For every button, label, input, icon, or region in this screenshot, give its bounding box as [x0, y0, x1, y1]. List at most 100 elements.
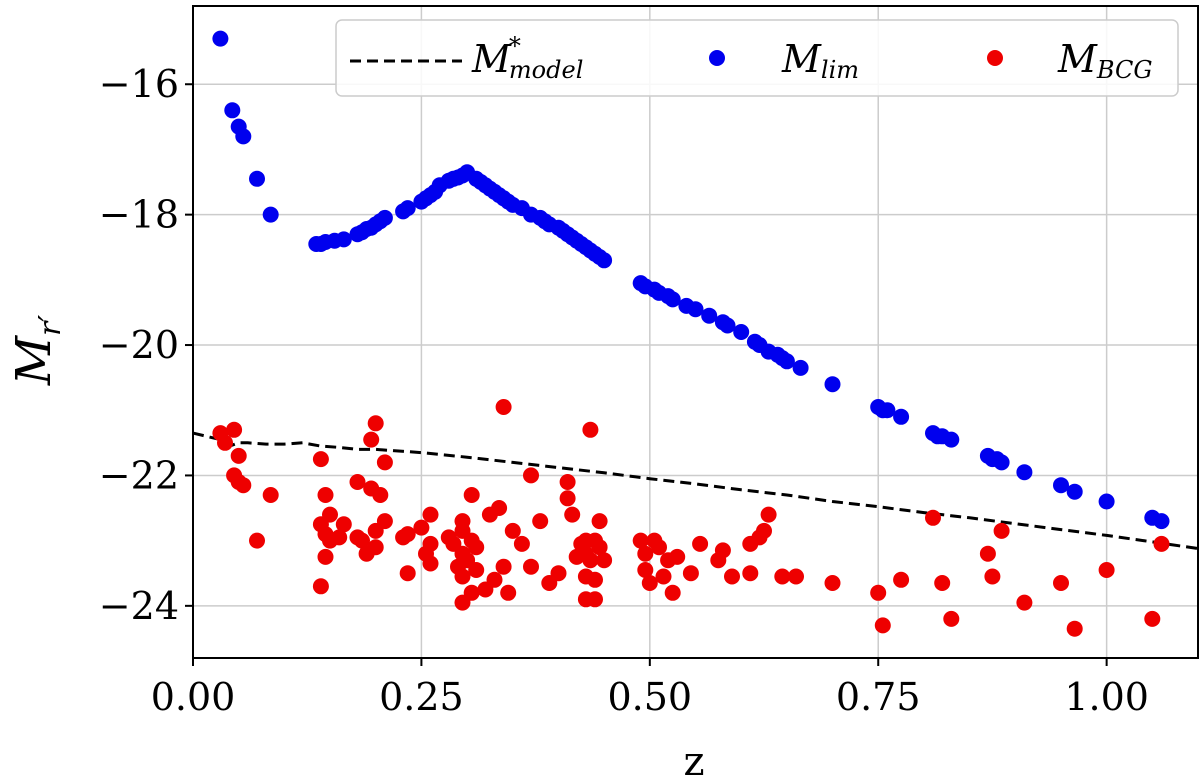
mbcg-point	[354, 532, 370, 549]
mbcg-point	[984, 568, 1001, 585]
mbcg-point	[422, 506, 439, 523]
y-tick-label: −24	[99, 584, 179, 628]
mlim-point	[1016, 464, 1033, 481]
mlim-point	[664, 291, 681, 308]
mbcg-point	[637, 545, 654, 562]
mlim-point	[335, 231, 352, 248]
mbcg-point	[491, 500, 508, 516]
mlim-point	[993, 454, 1010, 471]
mbcg-point	[641, 575, 658, 591]
x-tick-label: 0.50	[608, 675, 693, 719]
mlim-point	[792, 359, 809, 376]
y-tick-label: −22	[99, 453, 179, 497]
mbcg-point	[632, 532, 649, 549]
mbcg-point	[312, 578, 329, 595]
mbcg-point	[934, 575, 951, 591]
model-line-layer	[192, 431, 1199, 550]
mbcg-point	[669, 548, 686, 565]
mbcg-point	[249, 532, 265, 549]
mbcg-point	[824, 575, 841, 591]
y-axis-title: Mr′	[6, 315, 68, 386]
mbcg-point	[322, 506, 338, 523]
mbcg-point	[523, 467, 539, 484]
mbcg-point	[331, 529, 348, 546]
mbcg-point	[235, 477, 252, 494]
mbcg-point	[714, 542, 731, 559]
x-tick-label: 0.25	[379, 675, 464, 719]
axis-ticks: 0.00 0.25 0.50 0.75 1.00 −16 −18 −20 −22 −24	[99, 62, 1149, 719]
mbcg-point	[591, 539, 608, 556]
mlim-point	[687, 301, 704, 318]
mbcg-point	[591, 513, 608, 530]
mbcg-point	[523, 558, 539, 575]
mbcg-point	[1053, 575, 1069, 591]
mlim-point	[778, 353, 795, 370]
mbcg-point	[532, 513, 549, 530]
mbcg-point	[655, 568, 672, 585]
y-axis-title-text: Mr′	[6, 315, 68, 386]
mlim-point	[943, 431, 960, 448]
mbcg-point	[504, 522, 521, 539]
mbcg-point	[774, 568, 791, 585]
mbcg-point	[1144, 610, 1161, 627]
mbcg-point	[874, 617, 891, 634]
model-line	[192, 431, 1199, 550]
mbcg-point	[559, 490, 576, 507]
mbcg-point	[399, 526, 416, 543]
mbcg-point	[422, 535, 439, 552]
mbcg-point	[742, 565, 759, 582]
mbcg-point	[664, 584, 681, 601]
legend-mlim-swatch	[709, 50, 725, 66]
mbcg-point	[1098, 562, 1115, 578]
mlim-point	[212, 30, 229, 47]
mbcg-point	[692, 535, 709, 552]
mbcg-point	[596, 552, 613, 569]
mbcg-point	[422, 555, 439, 572]
mlim-point	[235, 128, 252, 145]
mbcg-point	[587, 571, 603, 588]
mbcg-point	[495, 558, 512, 575]
mbcg-point	[312, 451, 329, 468]
mbcg-point	[925, 509, 941, 526]
mbcg-point	[376, 513, 393, 530]
mbcg-point	[367, 415, 384, 432]
legend-mbcg-label: MBCG	[1057, 37, 1153, 84]
mbcg-point	[376, 454, 393, 471]
mbcg-point	[993, 522, 1010, 539]
mbcg-point	[788, 568, 804, 585]
mbcg-point	[317, 548, 334, 565]
mbcg-points-layer	[212, 399, 1170, 637]
mlim-points-layer	[212, 30, 1170, 530]
mlim-point	[1066, 483, 1083, 500]
mbcg-point	[760, 506, 777, 523]
mbcg-point	[893, 571, 910, 588]
mbcg-point	[468, 562, 485, 578]
mbcg-point	[413, 519, 430, 536]
mbcg-point	[724, 568, 740, 585]
mbcg-point	[870, 584, 887, 601]
mlim-point	[733, 324, 750, 340]
mlim-point	[879, 402, 896, 419]
mbcg-point	[1016, 594, 1033, 611]
mbcg-point	[217, 434, 233, 451]
mbcg-point	[349, 474, 366, 490]
mlim-point	[1098, 493, 1115, 510]
mbcg-point	[262, 487, 279, 503]
mbcg-point	[582, 552, 599, 569]
mbcg-point	[582, 421, 599, 438]
mbcg-point	[559, 474, 576, 490]
mbcg-point	[468, 539, 485, 556]
y-tick-label: −20	[99, 323, 179, 367]
mlim-point	[1053, 477, 1069, 494]
mlim-point	[719, 317, 736, 334]
x-tick-label: 0.75	[836, 675, 921, 719]
mbcg-point	[230, 447, 247, 464]
mbcg-point	[682, 565, 699, 582]
mbcg-point	[979, 545, 996, 562]
mbcg-point	[317, 487, 334, 503]
mbcg-point	[372, 487, 389, 503]
mbcg-point	[1153, 535, 1170, 552]
mlim-point	[224, 102, 241, 119]
mlim-point	[596, 252, 613, 269]
legend-mlim-label: Mlim	[781, 37, 859, 84]
